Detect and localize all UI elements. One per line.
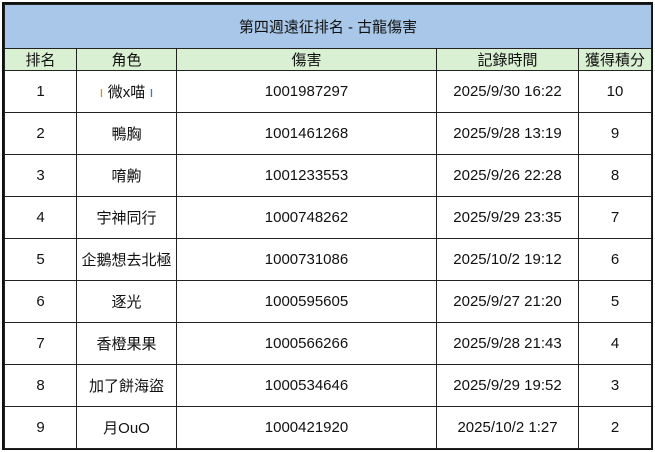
time-cell: 2025/10/2 1:27: [436, 406, 579, 449]
damage-cell: 1000748262: [176, 196, 437, 239]
rank-cell: 2: [4, 112, 77, 155]
points-cell: 7: [577, 196, 653, 239]
damage-cell: 1000421920: [176, 406, 437, 449]
points-cell: 10: [577, 70, 653, 113]
table-row: 7 香橙果果 1000566266 2025/9/28 21:43 4: [4, 322, 653, 365]
header-row: 排名 角色 傷害 記錄時間 獲得積分: [4, 48, 653, 71]
points-cell: 4: [577, 322, 653, 365]
name-cell: 宇神同行: [76, 196, 177, 239]
points-cell: 9: [577, 112, 653, 155]
rank-cell: 3: [4, 154, 77, 197]
name-cell: 企鵝想去北極: [76, 238, 177, 281]
damage-cell: 1000595605: [176, 280, 437, 323]
header-rank: 排名: [4, 48, 77, 71]
time-cell: 2025/9/29 23:35: [436, 196, 579, 239]
damage-cell: 1001233553: [176, 154, 437, 197]
points-cell: 2: [577, 406, 653, 449]
time-cell: 2025/9/26 22:28: [436, 154, 579, 197]
title-row: 第四週遠征排名 - 古龍傷害: [3, 4, 653, 49]
name-cell: 逐光: [76, 280, 177, 323]
rank-cell: 4: [4, 196, 77, 239]
name-cell: ı 微x喵 ı: [76, 70, 177, 113]
points-cell: 5: [577, 280, 653, 323]
rank-cell: 5: [4, 238, 77, 281]
header-damage: 傷害: [176, 48, 437, 71]
table-row: 4 宇神同行 1000748262 2025/9/29 23:35 7: [4, 196, 653, 239]
rank-cell: 1: [4, 70, 77, 113]
rank-cell: 6: [4, 280, 77, 323]
name-cell: 月OuO: [76, 406, 177, 449]
name-cell: 加了餅海盜: [76, 364, 177, 407]
time-cell: 2025/9/27 21:20: [436, 280, 579, 323]
rank-cell: 7: [4, 322, 77, 365]
damage-cell: 1001987297: [176, 70, 437, 113]
damage-cell: 1001461268: [176, 112, 437, 155]
decor-mark-left: ı: [99, 84, 108, 101]
table-row: 3 唷齁 1001233553 2025/9/26 22:28 8: [4, 154, 653, 197]
time-cell: 2025/9/28 21:43: [436, 322, 579, 365]
name-cell: 唷齁: [76, 154, 177, 197]
header-time: 記錄時間: [436, 48, 579, 71]
time-cell: 2025/9/30 16:22: [436, 70, 579, 113]
table-row: 9 月OuO 1000421920 2025/10/2 1:27 2: [4, 406, 653, 449]
header-points: 獲得積分: [577, 48, 653, 71]
time-cell: 2025/9/29 19:52: [436, 364, 579, 407]
name-cell: 香橙果果: [76, 322, 177, 365]
table-row: 2 鴨胸 1001461268 2025/9/28 13:19 9: [4, 112, 653, 155]
damage-cell: 1000731086: [176, 238, 437, 281]
points-cell: 8: [577, 154, 653, 197]
points-cell: 3: [577, 364, 653, 407]
table-title: 第四週遠征排名 - 古龍傷害: [3, 4, 653, 49]
decor-mark-right: ı: [145, 84, 154, 101]
header-name: 角色: [76, 48, 177, 71]
points-cell: 6: [577, 238, 653, 281]
rank-cell: 9: [4, 406, 77, 449]
damage-cell: 1000534646: [176, 364, 437, 407]
time-cell: 2025/9/28 13:19: [436, 112, 579, 155]
name-cell: 鴨胸: [76, 112, 177, 155]
rank-cell: 8: [4, 364, 77, 407]
time-cell: 2025/10/2 19:12: [436, 238, 579, 281]
table-row: 8 加了餅海盜 1000534646 2025/9/29 19:52 3: [4, 364, 653, 407]
table-row: 6 逐光 1000595605 2025/9/27 21:20 5: [4, 280, 653, 323]
table-row: 5 企鵝想去北極 1000731086 2025/10/2 19:12 6: [4, 238, 653, 281]
damage-cell: 1000566266: [176, 322, 437, 365]
name-text: 微x喵: [107, 84, 146, 101]
